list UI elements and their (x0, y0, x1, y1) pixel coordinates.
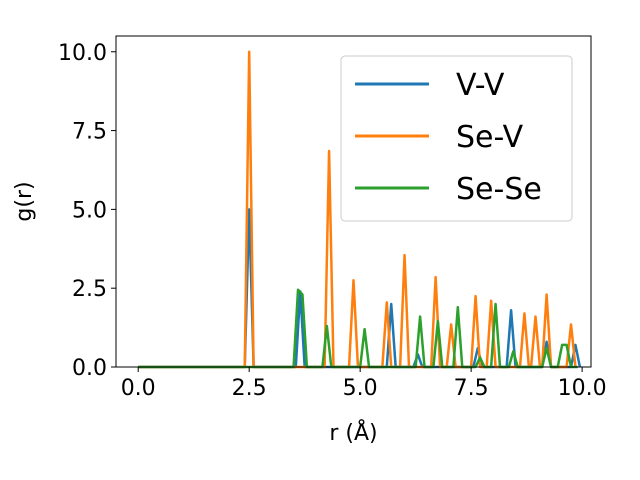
x-tick-label: 5.0 (343, 376, 378, 401)
y-tick-label: 5.0 (72, 198, 107, 223)
x-tick-label: 0.0 (121, 376, 156, 401)
ticks-layer: 0.0 2.5 5.0 7.5 10.0 0.0 2.5 5.0 7.5 10.0 (58, 41, 607, 401)
y-tick-label: 10.0 (58, 41, 107, 66)
legend-box (340, 55, 573, 222)
legend-label-se-v: Se-V (456, 120, 524, 155)
x-tick-label: 2.5 (232, 376, 267, 401)
legend: V-V Se-V Se-Se (340, 55, 573, 222)
y-axis-label: g(r) (12, 181, 37, 221)
x-tick-label: 10.0 (558, 376, 607, 401)
y-tick-label: 0.0 (72, 356, 107, 381)
series-line-se-se (138, 288, 578, 369)
y-tick-label: 7.5 (72, 120, 107, 145)
series-line-v-v (138, 208, 582, 369)
legend-label-v-v: V-V (456, 68, 505, 103)
x-tick-label: 7.5 (454, 376, 489, 401)
y-tick-label: 2.5 (72, 277, 107, 302)
plot-frame (115, 35, 592, 368)
legend-label-se-se: Se-Se (456, 172, 542, 207)
x-axis-label: r (Å) (329, 419, 377, 446)
